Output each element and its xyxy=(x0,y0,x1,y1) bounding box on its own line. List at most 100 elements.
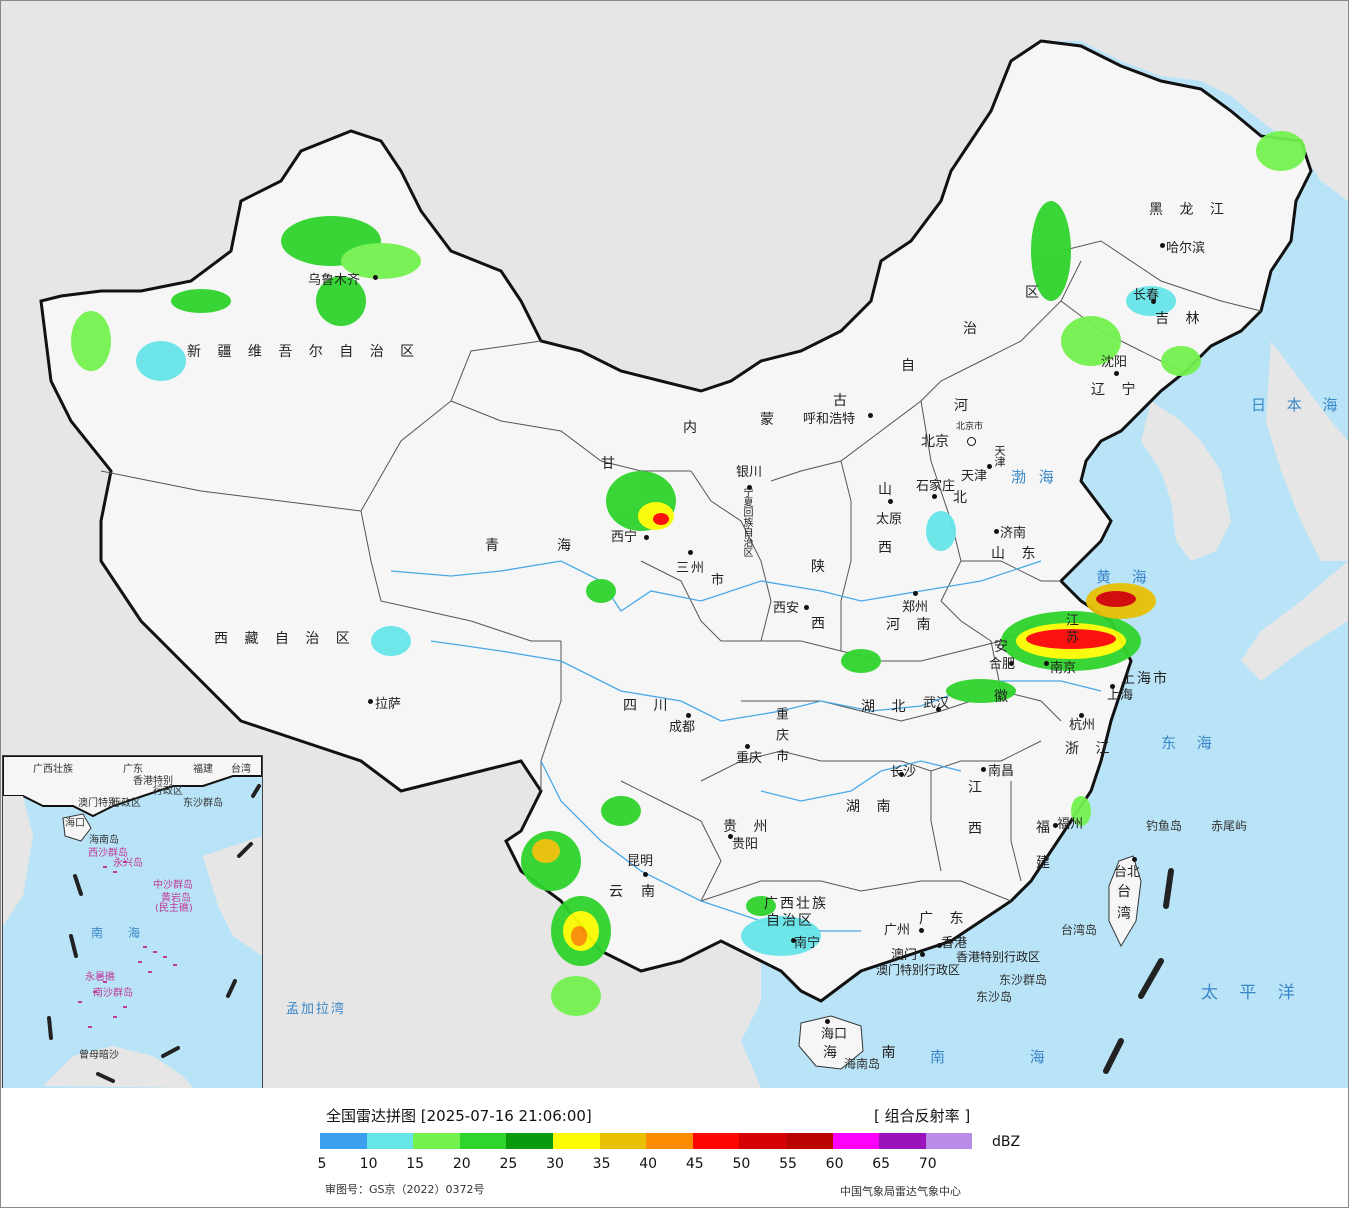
city-label: 西宁 xyxy=(611,530,638,545)
inset-label: 台湾 xyxy=(231,764,251,775)
city-label: 银川 xyxy=(736,465,763,480)
island-label: 东沙岛 xyxy=(976,990,1013,1004)
province-label: 重 庆 市 xyxy=(773,707,788,765)
province-label: 宁夏回族自治区 xyxy=(741,487,752,557)
province-label: 山 xyxy=(878,482,898,498)
province-label: 贵 州 xyxy=(723,819,774,835)
inset-label: 中沙群岛 xyxy=(153,880,193,891)
unit-label: dBZ xyxy=(992,1134,1021,1150)
scale-tick-label: 20 xyxy=(452,1156,471,1172)
city-marker xyxy=(981,767,986,772)
city-marker xyxy=(936,707,941,712)
city-marker xyxy=(1079,713,1084,718)
city-label: 沈阳 xyxy=(1101,355,1128,370)
province-label: 台 xyxy=(1117,884,1137,900)
city-marker xyxy=(368,699,373,704)
inset-label: 南沙群岛 xyxy=(93,988,133,999)
province-label: 三 xyxy=(676,561,690,576)
city-marker xyxy=(994,529,999,534)
inset-label: 广东 xyxy=(123,764,143,775)
city-marker xyxy=(804,605,809,610)
color-swatch xyxy=(925,1133,973,1149)
city-label: 福州 xyxy=(1057,817,1084,832)
sea-label: 太 平 洋 xyxy=(1201,983,1303,1003)
color-swatch xyxy=(646,1133,693,1149)
color-scale-bar xyxy=(320,1133,973,1149)
scale-tick-label: 50 xyxy=(732,1156,751,1172)
scale-tick-label: 30 xyxy=(546,1156,564,1172)
city-label: 台北 xyxy=(1114,865,1141,880)
city-marker xyxy=(644,535,649,540)
color-swatch xyxy=(739,1133,786,1149)
city-label: 南宁 xyxy=(794,936,821,951)
color-swatch xyxy=(459,1133,507,1149)
sea-label: 黄 海 xyxy=(1096,568,1155,586)
province-label: 河 xyxy=(954,398,974,414)
radar-map[interactable]: 新 疆 维 吾 尔 自 治 区 西 藏 自 治 区 青 海 甘 内 蒙 古 自 … xyxy=(1,1,1348,1088)
inset-label: 海 xyxy=(128,926,141,940)
issuer-label: 中国气象局雷达气象中心 xyxy=(840,1185,961,1198)
city-marker xyxy=(747,485,752,490)
province-label: 西 xyxy=(878,540,898,556)
product-name: [ 组合反射率 ] xyxy=(874,1107,971,1125)
province-label: 西 xyxy=(811,616,831,632)
city-marker xyxy=(1114,371,1119,376)
color-swatch xyxy=(692,1133,740,1149)
city-label: 拉萨 xyxy=(375,697,402,712)
scale-tick-label: 65 xyxy=(872,1156,891,1172)
city-label: 武汉 xyxy=(923,696,950,711)
province-label: 四 川 xyxy=(623,698,674,714)
city-marker xyxy=(913,591,918,596)
inset-label: 海南岛 xyxy=(89,835,119,846)
city-label: 海口 xyxy=(821,1027,848,1042)
inset-label: 南 xyxy=(91,926,104,940)
city-marker xyxy=(1110,684,1115,689)
color-swatch xyxy=(366,1133,414,1149)
scale-tick-label: 25 xyxy=(499,1156,518,1172)
city-label: 成都 xyxy=(669,720,696,735)
color-swatch xyxy=(785,1133,833,1149)
province-label: 自治区 xyxy=(766,913,814,929)
city-marker xyxy=(1151,299,1156,304)
province-label: 海 xyxy=(557,538,577,554)
province-label: 自 xyxy=(901,358,921,374)
province-label: 北京市 xyxy=(956,422,984,432)
city-marker xyxy=(745,744,750,749)
scale-tick-label: 60 xyxy=(825,1156,844,1172)
inset-label: 广西壮族 xyxy=(33,764,73,775)
sea-label: 南 海 xyxy=(930,1048,1085,1066)
inset-label: (民主礁) xyxy=(155,903,193,914)
province-label: 广 东 xyxy=(919,911,970,927)
island-label: 赤尾屿 xyxy=(1211,819,1248,833)
city-label: 杭州 xyxy=(1069,718,1096,733)
inset-label: 香港特别 xyxy=(133,776,173,787)
province-label: 江 苏 xyxy=(1063,613,1078,644)
island-label: 台湾岛 xyxy=(1061,923,1098,937)
province-label: 湖 南 xyxy=(846,799,897,815)
province-label: 黑 龙 江 xyxy=(1149,202,1230,218)
color-swatch xyxy=(599,1133,647,1149)
inset-label: 黄岩岛 xyxy=(161,893,191,904)
province-label: 湖 北 xyxy=(861,699,912,715)
city-marker xyxy=(868,413,873,418)
scale-tick-label: 70 xyxy=(918,1156,937,1172)
inset-label: 西沙群岛 xyxy=(88,848,128,859)
province-label: 安 xyxy=(994,639,1014,655)
city-label: 郑州 xyxy=(902,600,929,615)
inset-label: 行政区 xyxy=(111,798,141,809)
island-label: 海南岛 xyxy=(844,1057,881,1071)
province-label: 建 xyxy=(1036,855,1056,871)
inset-label: 澳门特别 xyxy=(78,798,118,809)
sea-label: 渤 海 xyxy=(1011,468,1058,486)
province-label: 湾 xyxy=(1117,906,1137,922)
city-label: 北京 xyxy=(921,434,949,450)
province-label: 北 xyxy=(953,490,973,506)
province-label: 西 藏 自 治 区 xyxy=(214,631,356,647)
city-label: 重庆 xyxy=(736,751,763,766)
legend-panel: 全国雷达拼图 [2025-07-16 21:06:00] [ 组合反射率 ] d… xyxy=(1,1089,1348,1207)
province-label: 江 xyxy=(968,780,988,796)
color-swatch xyxy=(506,1133,553,1149)
province-label: 吉 林 xyxy=(1155,311,1206,327)
map-title: 全国雷达拼图 [2025-07-16 21:06:00] xyxy=(326,1107,592,1125)
province-label: 山 东 xyxy=(991,546,1042,562)
